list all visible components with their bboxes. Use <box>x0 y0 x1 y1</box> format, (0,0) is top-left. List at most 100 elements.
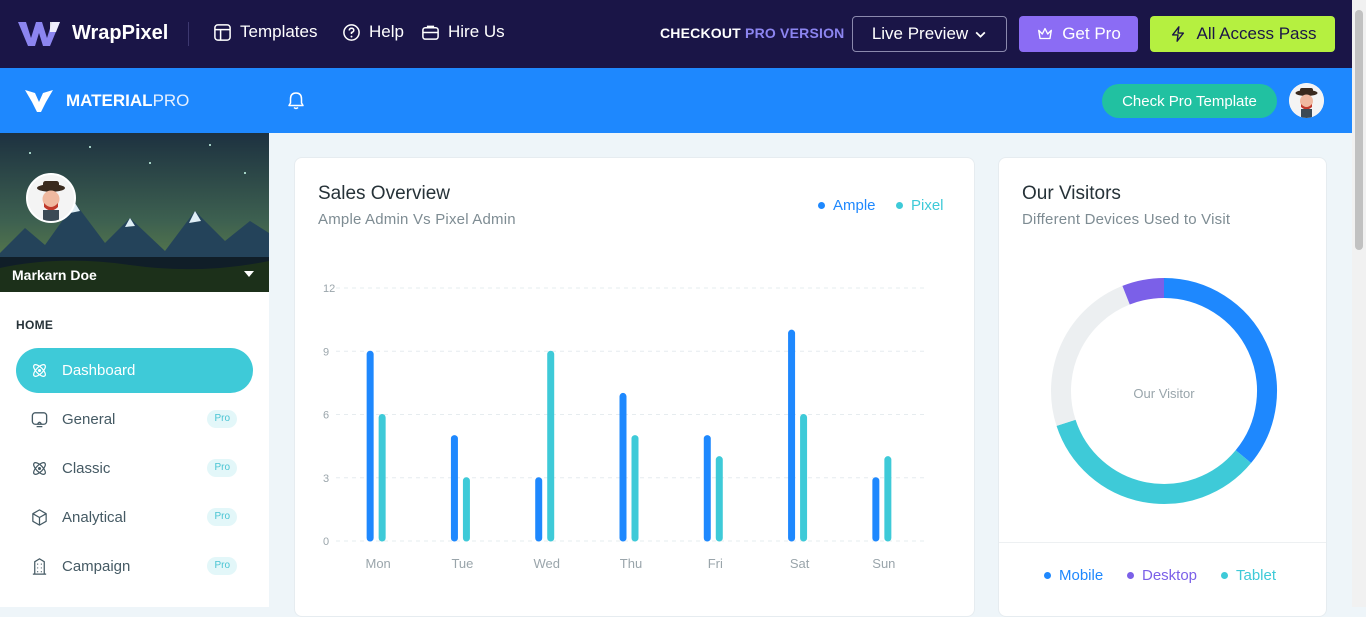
caret-down-icon[interactable] <box>244 271 254 277</box>
legend-label: Desktop <box>1142 567 1198 584</box>
y-tick-label: 12 <box>323 283 335 295</box>
y-tick-label: 6 <box>323 410 329 422</box>
sidebar-item-label: General <box>62 411 116 428</box>
template-icon <box>214 23 231 41</box>
bell-icon[interactable] <box>286 91 306 111</box>
pro-badge: Pro <box>207 459 237 477</box>
sales-subtitle: Ample Admin Vs Pixel Admin <box>318 211 516 228</box>
brand-bold: MATERIAL <box>66 91 153 110</box>
legend-label: Ample <box>833 197 876 214</box>
y-tick-label: 0 <box>323 536 329 548</box>
legend-label: Tablet <box>1236 567 1277 584</box>
y-tick-label: 3 <box>323 473 329 485</box>
x-tick-label: Mon <box>365 556 390 571</box>
scrollbar[interactable] <box>1352 0 1366 607</box>
checkout-pro-text: CHECKOUT PRO VERSION <box>660 25 844 41</box>
sidebar-item-analytical[interactable]: Analytical Pro <box>16 495 253 540</box>
wrappixel-brand: WrapPixel <box>72 21 169 44</box>
get-pro-button[interactable]: Get Pro <box>1019 16 1138 52</box>
profile-name-bar[interactable]: Markarn Doe <box>0 257 269 292</box>
x-tick-label: Sun <box>872 556 895 571</box>
all-access-pass-button[interactable]: All Access Pass <box>1150 16 1335 52</box>
get-pro-label: Get Pro <box>1062 24 1121 43</box>
legend-dot <box>896 202 903 209</box>
sidebar-item-label: Dashboard <box>62 362 136 379</box>
bolt-icon <box>1171 26 1184 42</box>
wrappixel-logo-icon <box>18 22 60 46</box>
checkout-word: CHECKOUT <box>660 25 741 41</box>
templates-link[interactable]: Templates <box>213 22 317 42</box>
legend-dot <box>1127 572 1134 579</box>
hire-us-link[interactable]: Hire Us <box>421 22 505 42</box>
help-link[interactable]: Help <box>342 22 404 42</box>
templates-label: Templates <box>240 22 318 41</box>
legend-desktop: Desktop <box>1127 567 1197 584</box>
visitors-divider <box>999 542 1326 543</box>
profile-name: Markarn Doe <box>12 267 97 283</box>
visitors-donut-chart <box>1051 278 1277 504</box>
legend-label: Pixel <box>911 197 944 214</box>
brand-thin: PRO <box>152 91 190 110</box>
y-tick-label: 9 <box>323 346 329 358</box>
sales-title: Sales Overview <box>318 183 450 204</box>
atom-icon <box>33 364 46 377</box>
sidebar-item-label: Classic <box>62 460 111 477</box>
sidebar-item-label: Analytical <box>62 509 127 526</box>
scrollbar-thumb[interactable] <box>1355 10 1363 250</box>
x-tick-label: Thu <box>620 556 642 571</box>
chevron-down-icon <box>975 31 986 38</box>
promo-bar <box>0 0 1366 68</box>
donut-slice-desktop <box>1122 278 1165 305</box>
check-pro-template-button[interactable]: Check Pro Template <box>1102 84 1277 118</box>
crown-icon <box>1038 27 1053 40</box>
legend-dot <box>1221 572 1228 579</box>
sidebar-item-classic[interactable]: Classic Pro <box>16 446 253 491</box>
legend-pixel: Pixel <box>896 197 944 214</box>
legend-dot <box>1044 572 1051 579</box>
profile-avatar[interactable] <box>26 173 76 223</box>
profile-avatar-illustration <box>28 175 74 221</box>
building-icon <box>32 558 47 575</box>
live-preview-label: Live Preview <box>871 24 969 43</box>
live-preview-button[interactable]: Live Preview <box>852 16 1007 52</box>
x-tick-label: Tue <box>451 556 473 571</box>
sidebar-item-dashboard[interactable]: Dashboard <box>16 348 253 393</box>
legend-ample: Ample <box>818 197 876 214</box>
avatar-illustration <box>1289 83 1324 118</box>
legend-dot <box>818 202 825 209</box>
briefcase-icon <box>422 25 439 40</box>
monitor-icon <box>31 412 48 428</box>
visitors-subtitle: Different Devices Used to Visit <box>1022 211 1231 228</box>
materialpro-logo-icon <box>25 90 53 112</box>
pro-badge: Pro <box>207 508 237 526</box>
donut-slice-tablet <box>1056 419 1252 504</box>
sidebar-item-general[interactable]: General Pro <box>16 397 253 442</box>
user-avatar[interactable] <box>1289 83 1324 118</box>
nav-section-home: HOME <box>16 318 54 332</box>
sidebar-item-campaign[interactable]: Campaign Pro <box>16 544 253 589</box>
x-tick-label: Fri <box>708 556 723 571</box>
donut-center-label: Our Visitor <box>1133 386 1195 401</box>
check-pro-label: Check Pro Template <box>1122 92 1257 110</box>
pro-badge: Pro <box>207 410 237 428</box>
pro-version-word: PRO VERSION <box>745 25 845 41</box>
legend-tablet: Tablet <box>1221 567 1276 584</box>
cube-icon <box>32 509 47 526</box>
all-access-label: All Access Pass <box>1196 24 1317 43</box>
promo-divider <box>188 22 189 46</box>
donut-slice-mobile <box>1163 278 1277 464</box>
hire-us-label: Hire Us <box>448 22 505 41</box>
legend-mobile: Mobile <box>1044 567 1103 584</box>
legend-label: Mobile <box>1059 567 1104 584</box>
help-icon <box>343 23 360 41</box>
visitors-title: Our Visitors <box>1022 183 1121 204</box>
donut-slice-other <box>1051 285 1130 426</box>
sidebar-item-label: Campaign <box>62 558 131 575</box>
atom-icon <box>33 462 46 475</box>
help-label: Help <box>369 22 404 41</box>
wrappixel-logo[interactable]: WrapPixel <box>16 18 168 48</box>
sales-bar-chart: 0 3 6 9 12 Mon Tue Wed Thu Fri Sat Sun <box>323 283 926 571</box>
pro-badge: Pro <box>207 557 237 575</box>
materialpro-logo[interactable]: MATERIALPRO <box>24 88 189 114</box>
x-tick-label: Sat <box>790 556 810 571</box>
